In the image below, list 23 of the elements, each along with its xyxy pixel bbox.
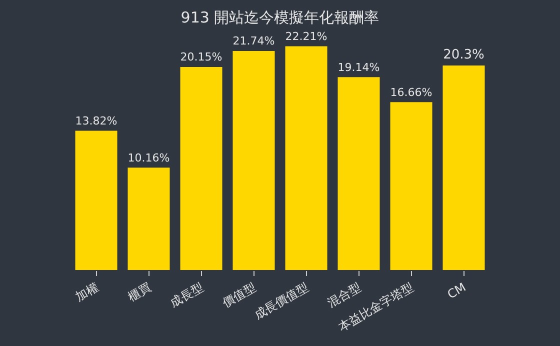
bar — [442, 65, 485, 270]
bar — [232, 50, 275, 270]
bar — [338, 77, 380, 270]
data-label: 16.66% — [390, 86, 432, 99]
bar — [285, 46, 328, 270]
bar — [75, 130, 118, 270]
data-label: 20.3% — [443, 47, 484, 62]
x-tick-label: 加權 — [72, 280, 101, 304]
data-label: 20.15% — [180, 50, 222, 64]
x-tick-label: CM — [445, 280, 468, 302]
data-label: 19.14% — [338, 60, 380, 74]
x-tick-label: 價值型 — [220, 280, 258, 310]
bar — [180, 66, 222, 270]
data-label: 10.16% — [128, 151, 170, 164]
bar — [390, 102, 432, 270]
bar — [128, 168, 170, 270]
chart-title: 913 開站迄今模擬年化報酬率 — [180, 8, 380, 27]
x-tick-label: 成長型 — [168, 280, 206, 310]
x-tick-label: 櫃買 — [125, 280, 154, 304]
x-tick-label: 混合型 — [325, 280, 364, 310]
data-label: 13.82% — [75, 114, 118, 128]
data-label: 22.21% — [285, 30, 328, 43]
data-label: 21.74% — [232, 34, 275, 48]
